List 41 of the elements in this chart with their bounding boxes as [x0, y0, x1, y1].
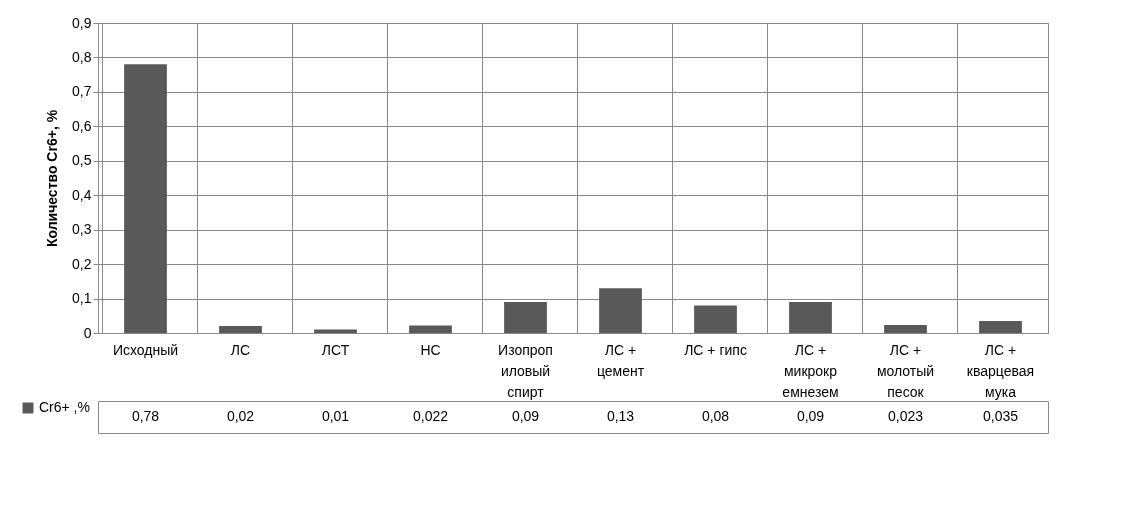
bar	[789, 302, 832, 333]
data-label: 0,02	[226, 408, 255, 424]
bar	[124, 64, 167, 333]
data-label: 0,022	[412, 408, 449, 424]
y-tick-label: 0,4	[72, 186, 92, 203]
bar	[409, 325, 452, 333]
data-label: 0,13	[606, 408, 635, 424]
y-tick-label: 0	[83, 324, 92, 341]
x-tick-label: ЛС + гипс	[684, 341, 747, 358]
bar	[504, 302, 547, 333]
y-tick-label: 0,1	[72, 290, 92, 307]
data-label: 0,08	[701, 408, 730, 424]
y-tick-label: 0,3	[72, 221, 92, 238]
y-tick-label: 0,6	[72, 117, 92, 134]
y-tick-label: 0,9	[72, 14, 92, 31]
x-tick-label: ЛС + микрокремнезем	[782, 341, 839, 400]
bar	[694, 305, 737, 333]
bar	[599, 288, 642, 333]
bar	[979, 320, 1022, 333]
x-tick-label: Изопропиловый спирт	[498, 341, 553, 400]
x-tick-label: ЛС	[230, 341, 251, 358]
y-tick-label: 0,5	[72, 152, 92, 169]
x-tick-label: ЛС + молотый песок	[876, 341, 935, 400]
data-label: 0,035	[982, 408, 1019, 424]
x-tick-label: ЛС + цемент	[596, 341, 645, 379]
y-axis-title: Количество Cr6+, %	[44, 109, 61, 248]
legend-label: Cr6+ ,%	[39, 399, 90, 415]
bar	[884, 325, 927, 333]
y-tick-label: 0,2	[72, 255, 92, 272]
data-label: 0,09	[796, 408, 825, 424]
data-label: 0,09	[511, 408, 540, 424]
data-label: 0,78	[131, 408, 160, 424]
x-tick-label: ЛС + кварцевая мука	[966, 341, 1035, 400]
data-label: 0,01	[321, 408, 350, 424]
y-tick-label: 0,8	[72, 48, 92, 65]
data-label: 0,023	[887, 408, 924, 424]
bar	[219, 326, 262, 333]
x-tick-label: ЛСТ	[321, 341, 350, 358]
y-tick-label: 0,7	[72, 83, 92, 100]
x-tick-label: Исходный	[112, 341, 179, 358]
x-tick-label: НС	[420, 341, 441, 358]
